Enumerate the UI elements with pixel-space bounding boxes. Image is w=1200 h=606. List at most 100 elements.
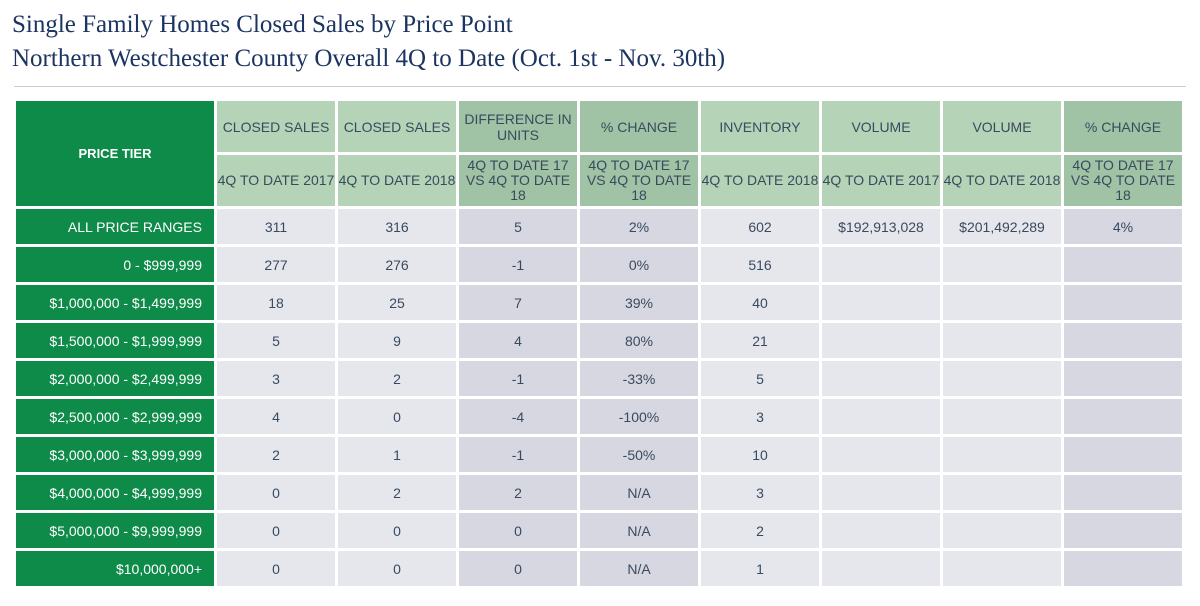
column-subheader: 4Q TO DATE 2017	[217, 155, 335, 206]
table-row: $3,000,000 - $3,999,999 2 1 -1 -50% 10	[16, 437, 1182, 472]
table-cell: 4	[459, 323, 577, 358]
table-cell: 311	[217, 209, 335, 244]
price-tier-label: $2,500,000 - $2,999,999	[16, 399, 214, 434]
table-row: $1,500,000 - $1,999,999 5 9 4 80% 21	[16, 323, 1182, 358]
table-cell: 4	[217, 399, 335, 434]
table-cell: 2	[338, 475, 456, 510]
report-title: Single Family Homes Closed Sales by Pric…	[12, 8, 725, 76]
table-cell	[822, 437, 940, 472]
table-cell: 0	[459, 551, 577, 586]
table-row: 0 - $999,999 277 276 -1 0% 516	[16, 247, 1182, 282]
price-tier-label: $2,000,000 - $2,499,999	[16, 361, 214, 396]
table-cell: -1	[459, 247, 577, 282]
table-cell: $201,492,289	[943, 209, 1061, 244]
price-tier-label: $4,000,000 - $4,999,999	[16, 475, 214, 510]
table-cell: 39%	[580, 285, 698, 320]
table-cell: N/A	[580, 513, 698, 548]
table-cell: 10	[701, 437, 819, 472]
table-row: $2,000,000 - $2,499,999 3 2 -1 -33% 5	[16, 361, 1182, 396]
table-cell: 40	[701, 285, 819, 320]
table-cell: 25	[338, 285, 456, 320]
table-cell: N/A	[580, 475, 698, 510]
column-header: VOLUME	[943, 101, 1061, 152]
table-cell: 80%	[580, 323, 698, 358]
table-cell: $192,913,028	[822, 209, 940, 244]
table-row: $1,000,000 - $1,499,999 18 25 7 39% 40	[16, 285, 1182, 320]
table-cell: -50%	[580, 437, 698, 472]
table-cell: -1	[459, 361, 577, 396]
table-cell: 0	[338, 551, 456, 586]
table-cell: -1	[459, 437, 577, 472]
table-cell: 4%	[1064, 209, 1182, 244]
column-header: DIFFERENCE IN UNITS	[459, 101, 577, 152]
table-cell: 5	[459, 209, 577, 244]
title-line-1: Single Family Homes Closed Sales by Pric…	[12, 11, 513, 38]
column-header: CLOSED SALES	[217, 101, 335, 152]
table-cell: 5	[217, 323, 335, 358]
sales-table: PRICE TIER CLOSED SALES CLOSED SALES DIF…	[13, 98, 1185, 589]
table-cell: 1	[338, 437, 456, 472]
table-row: ALL PRICE RANGES 311 316 5 2% 602 $192,9…	[16, 209, 1182, 244]
column-header: % CHANGE	[1064, 101, 1182, 152]
table-cell: 9	[338, 323, 456, 358]
column-subheader: 4Q TO DATE 2018	[943, 155, 1061, 206]
price-tier-label: $1,000,000 - $1,499,999	[16, 285, 214, 320]
table-cell: 7	[459, 285, 577, 320]
table-cell: 5	[701, 361, 819, 396]
table-cell	[822, 475, 940, 510]
table-cell	[1064, 513, 1182, 548]
table-cell: N/A	[580, 551, 698, 586]
table-cell: 516	[701, 247, 819, 282]
table-cell: 2	[701, 513, 819, 548]
price-tier-label: $5,000,000 - $9,999,999	[16, 513, 214, 548]
column-header: INVENTORY	[701, 101, 819, 152]
table-cell	[943, 285, 1061, 320]
column-header: CLOSED SALES	[338, 101, 456, 152]
price-tier-label: $3,000,000 - $3,999,999	[16, 437, 214, 472]
table-cell: -33%	[580, 361, 698, 396]
title-line-2: Northern Westchester County Overall 4Q t…	[12, 45, 726, 72]
table-cell: 3	[701, 475, 819, 510]
table-row: $10,000,000+ 0 0 0 N/A 1	[16, 551, 1182, 586]
price-tier-label: ALL PRICE RANGES	[16, 209, 214, 244]
price-tier-header: PRICE TIER	[16, 101, 214, 206]
price-tier-label: 0 - $999,999	[16, 247, 214, 282]
table-cell: 0%	[580, 247, 698, 282]
table-cell	[943, 551, 1061, 586]
column-header: % CHANGE	[580, 101, 698, 152]
price-tier-label: $10,000,000+	[16, 551, 214, 586]
price-tier-label: $1,500,000 - $1,999,999	[16, 323, 214, 358]
table-cell: 276	[338, 247, 456, 282]
table-cell	[1064, 399, 1182, 434]
table-row: $5,000,000 - $9,999,999 0 0 0 N/A 2	[16, 513, 1182, 548]
table-row: $4,000,000 - $4,999,999 0 2 2 N/A 3	[16, 475, 1182, 510]
table-cell	[943, 323, 1061, 358]
table-cell: 0	[217, 513, 335, 548]
table-cell: 2	[217, 437, 335, 472]
table-cell: 0	[217, 551, 335, 586]
table-cell	[1064, 475, 1182, 510]
column-subheader: 4Q TO DATE 17 VS 4Q TO DATE 18	[459, 155, 577, 206]
table-cell	[943, 475, 1061, 510]
column-subheader: 4Q TO DATE 2017	[822, 155, 940, 206]
table-cell: 3	[701, 399, 819, 434]
table-cell	[1064, 437, 1182, 472]
table-cell	[1064, 247, 1182, 282]
table-cell: 277	[217, 247, 335, 282]
table-cell	[822, 513, 940, 548]
table-cell	[822, 361, 940, 396]
table-cell: 2	[459, 475, 577, 510]
table-cell: 0	[338, 399, 456, 434]
table-cell: 2	[338, 361, 456, 396]
column-header: VOLUME	[822, 101, 940, 152]
table-cell	[1064, 323, 1182, 358]
table-cell	[1064, 361, 1182, 396]
table-cell: 0	[338, 513, 456, 548]
title-divider	[14, 86, 1186, 87]
table-cell	[822, 285, 940, 320]
column-subheader: 4Q TO DATE 17 VS 4Q TO DATE 18	[1064, 155, 1182, 206]
table-cell	[822, 247, 940, 282]
table-cell: 0	[217, 475, 335, 510]
table-cell: 3	[217, 361, 335, 396]
table-cell	[1064, 551, 1182, 586]
